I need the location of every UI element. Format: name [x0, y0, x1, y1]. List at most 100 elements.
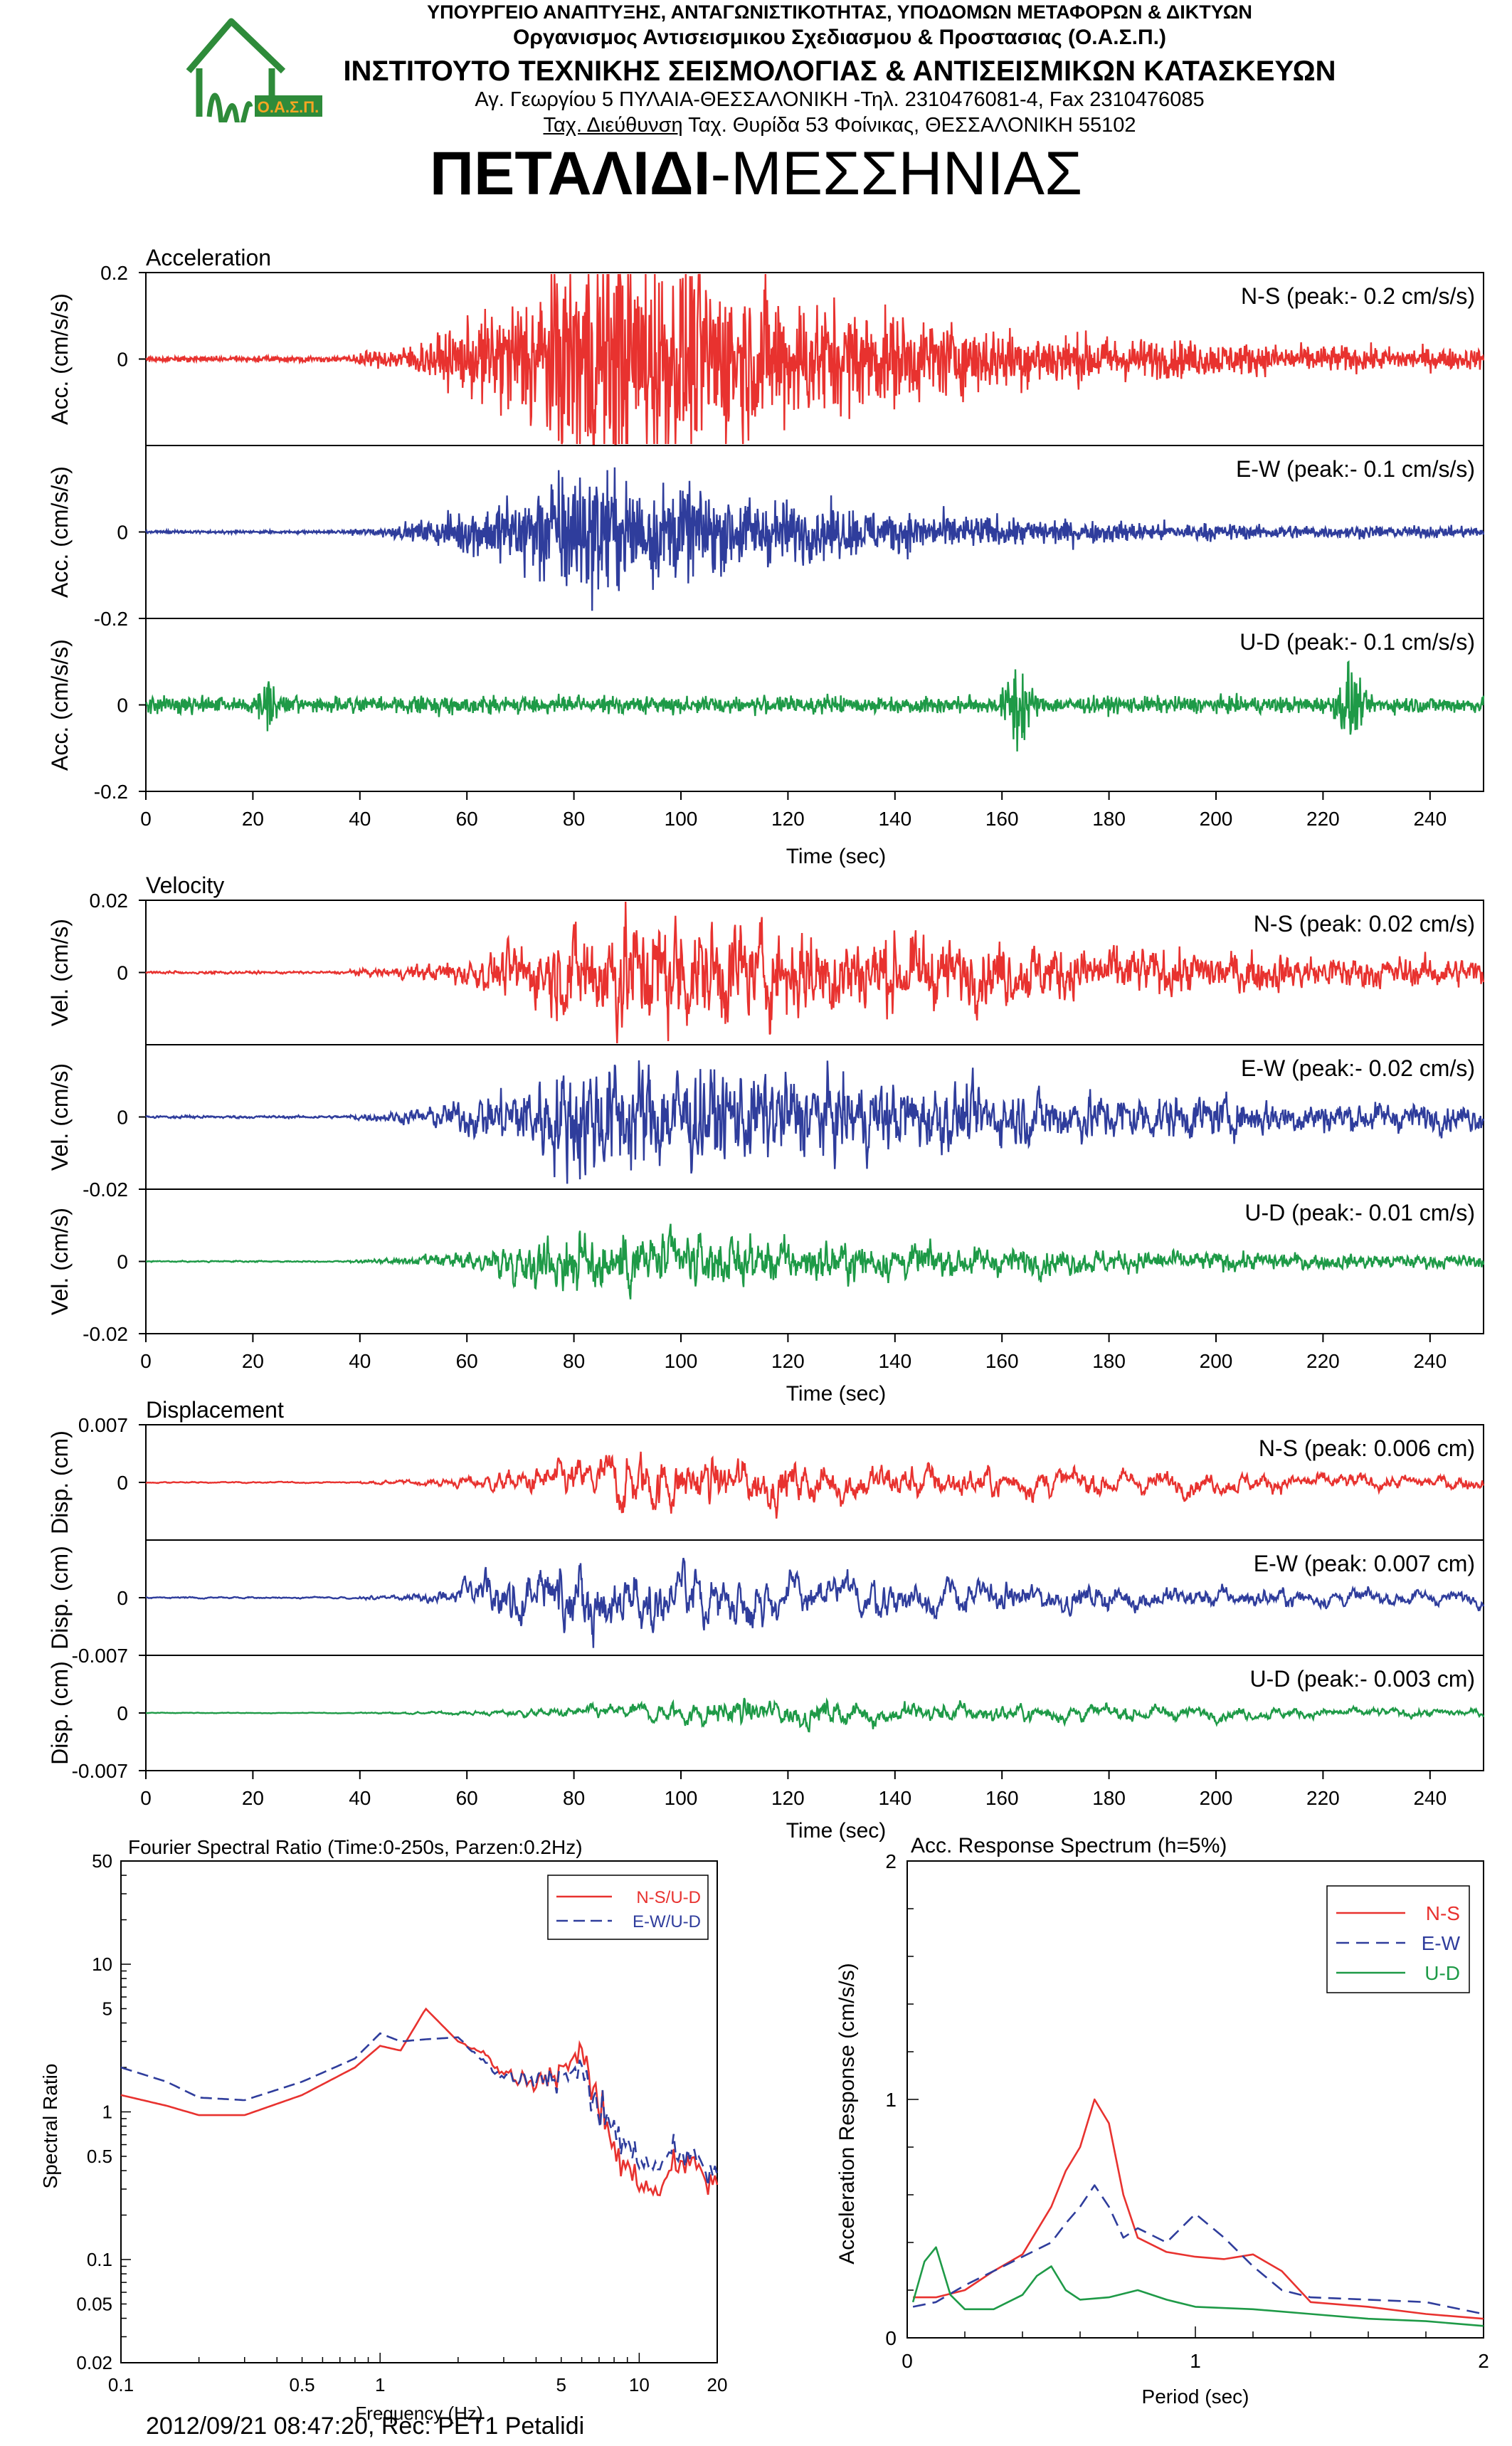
- x-tick-label: 80: [563, 1350, 585, 1372]
- panel-e-w: -0.2 0 Acc. (cm/s/s) E-W (peak:- 0.1 cm/s/s…: [47, 445, 1485, 630]
- x-tick-label: 1: [375, 2374, 385, 2395]
- y-tick-label: -0.007: [72, 1645, 128, 1667]
- chart-title: Velocity: [146, 873, 224, 898]
- x-tick-label: 100: [665, 1350, 698, 1372]
- waveform-n-s: [145, 273, 1485, 446]
- peak-label: N-S (peak:- 0.2 cm/s/s): [1241, 283, 1475, 309]
- x-tick-label: 220: [1306, 1787, 1340, 1809]
- y-tick-label: -0.02: [83, 1179, 128, 1201]
- x-tick-label: 240: [1413, 1787, 1447, 1809]
- x-tick-label: 0.5: [289, 2374, 314, 2395]
- y-tick-label: 50: [92, 1850, 112, 1872]
- y-tick-label: 2: [885, 1850, 897, 1872]
- y-tick-label: 0: [117, 522, 128, 544]
- x-tick-label: 20: [242, 1350, 264, 1372]
- legend-label: N-S: [1426, 1902, 1460, 1924]
- x-tick-label: 1: [1190, 2350, 1201, 2372]
- x-tick-label: 240: [1413, 808, 1447, 830]
- y-tick-label: -0.007: [72, 1760, 128, 1782]
- legend: N-S E-W U-D: [1326, 1885, 1470, 1993]
- y-axis-label: Disp. (cm): [47, 1546, 73, 1650]
- y-tick-label: 0.02: [76, 2352, 112, 2373]
- y-tick-label: 0: [117, 1702, 128, 1724]
- y-tick-label: 0.1: [87, 2249, 112, 2270]
- x-tick-label: 100: [665, 1787, 698, 1809]
- y-tick-label: 0: [117, 1251, 128, 1273]
- y-tick-label: 0.02: [90, 890, 129, 912]
- y-axis-label: Acc. (cm/s/s): [47, 293, 73, 425]
- legend-box: [547, 1875, 709, 1940]
- panel-n-s: 0.007 0 Disp. (cm) N-S (peak: 0.006 cm): [47, 1414, 1485, 1541]
- peak-label: U-D (peak:- 0.1 cm/s/s): [1239, 629, 1475, 655]
- peak-label: E-W (peak:- 0.02 cm/s): [1241, 1055, 1475, 1081]
- x-tick-label: 220: [1306, 1350, 1340, 1372]
- x-tick-label: 80: [563, 808, 585, 830]
- x-tick-label: 140: [878, 808, 911, 830]
- x-axis-label: Time (sec): [786, 1819, 887, 1843]
- x-tick-label: 180: [1092, 808, 1126, 830]
- series-e-w-u-d: [120, 2032, 719, 2186]
- y-tick-label: 0: [885, 2327, 897, 2349]
- y-tick-label: -0.2: [94, 781, 128, 803]
- series-e-w: [912, 2184, 1484, 2315]
- x-tick-label: 160: [985, 808, 1019, 830]
- waveform-n-s: [145, 901, 1485, 1044]
- x-tick-label: 140: [878, 1787, 911, 1809]
- response-spectrum-chart: Acc. Response Spectrum (h=5%) 0 1 2 2 1 0 Perio…: [835, 1834, 1489, 2408]
- y-tick-label: 0.007: [78, 1414, 128, 1436]
- chart-title: Acceleration: [146, 245, 271, 270]
- fourier-ratio-chart: Fourier Spectral Ratio (Time:0-250s, Par…: [39, 1836, 727, 2424]
- x-tick-label: 20: [707, 2374, 728, 2395]
- x-tick-label: 60: [456, 1350, 478, 1372]
- x-axis-label: Frequency (Hz): [355, 2403, 482, 2424]
- y-tick-label: 0: [117, 1107, 128, 1129]
- y-tick-label: 0: [117, 962, 128, 984]
- waveform-e-w: [145, 1060, 1485, 1184]
- x-tick-label: 40: [349, 808, 371, 830]
- y-axis-label: Vel. (cm/s): [47, 919, 73, 1026]
- legend-box: [1326, 1885, 1470, 1993]
- panel-u-d: -0.2 0 Acc. (cm/s/s) U-D (peak:- 0.1 cm/s/s…: [47, 618, 1485, 803]
- x-tick-label: 200: [1200, 1787, 1233, 1809]
- x-tick-label: 10: [629, 2374, 650, 2395]
- ministry-line: ΥΠΟΥΡΓΕΙΟ ΑΝΑΠΤΥΞΗΣ, ΑΝΤΑΓΩΝΙΣΤΙΚΟΤΗΤΑΣ,…: [427, 1, 1252, 23]
- x-tick-label: 100: [665, 808, 698, 830]
- panel-e-w: -0.007 0 Disp. (cm) E-W (peak: 0.007 cm): [47, 1539, 1485, 1667]
- house-icon: [186, 18, 322, 122]
- page-title-rest: -ΜΕΣΣΗΝΙΑΣ: [710, 139, 1083, 208]
- waveform-n-s: [145, 1451, 1485, 1519]
- address-line: Αγ. Γεωργίου 5 ΠΥΛΑΙΑ-ΘΕΣΣΑΛΟΝΙΚΗ -Τηλ. …: [475, 88, 1205, 111]
- header: Ο.Α.Σ.Π. ΥΠΟΥΡΓΕΙΟ ΑΝΑΠΤΥΞΗΣ, ΑΝΤΑΓΩΝΙΣΤ…: [0, 0, 1512, 214]
- legend-label: N-S/U-D: [636, 1888, 701, 1907]
- y-tick-label: 10: [92, 1954, 112, 1975]
- x-tick-label: 240: [1413, 1350, 1447, 1372]
- x-tick-label: 60: [456, 1787, 478, 1809]
- x-axis-label: Time (sec): [786, 1382, 887, 1406]
- institute-line: ΙΝΣΤΙΤΟΥΤΟ ΤΕΧΝΙΚΗΣ ΣΕΙΣΜΟΛΟΓΙΑΣ & ΑΝΤΙΣ…: [343, 56, 1336, 87]
- y-axis-label: Disp. (cm): [47, 1661, 73, 1765]
- x-tick-label: 0: [140, 808, 152, 830]
- y-tick-label: 0: [117, 1587, 128, 1609]
- y-tick-label: 0.05: [76, 2293, 112, 2314]
- x-tick-label: 20: [242, 808, 264, 830]
- y-tick-label: 0: [117, 349, 128, 371]
- displacement-chart: Displacement 0.007 0 Disp. (cm) N-S (peak: 0…: [47, 1397, 1485, 1843]
- waveform-u-d: [146, 1697, 1485, 1733]
- waveform-u-d: [145, 1223, 1485, 1300]
- peak-label: N-S (peak: 0.02 cm/s): [1254, 911, 1475, 937]
- y-axis-label: Acc. (cm/s/s): [47, 639, 73, 771]
- x-tick-label: 2: [1478, 2350, 1489, 2372]
- peak-label: E-W (peak:- 0.1 cm/s/s): [1236, 456, 1475, 482]
- panel-u-d: -0.007 0 Disp. (cm) U-D (peak:- 0.003 cm): [47, 1655, 1485, 1782]
- panel-n-s: 0.02 0 Vel. (cm/s) N-S (peak: 0.02 cm/s): [47, 890, 1485, 1045]
- x-tick-label: 20: [242, 1787, 264, 1809]
- x-tick-label: 200: [1200, 808, 1233, 830]
- panel-e-w: -0.02 0 Vel. (cm/s) E-W (peak:- 0.02 cm/s): [47, 1044, 1485, 1201]
- x-tick-label: 40: [349, 1350, 371, 1372]
- page-title-bold: ΠΕΤΑΛΙΔΙ: [429, 139, 711, 208]
- x-tick-label: 0.1: [108, 2374, 134, 2395]
- y-tick-label: 0.2: [100, 262, 128, 284]
- velocity-chart: Velocity 0.02 0 Vel. (cm/s) N-S (peak: 0.02 …: [47, 873, 1485, 1406]
- series-n-s: [913, 2098, 1484, 2320]
